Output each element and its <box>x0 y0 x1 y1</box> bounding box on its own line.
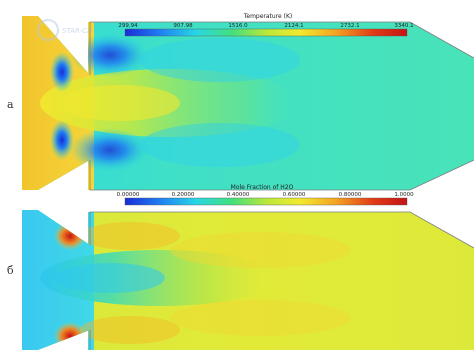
colorbar-gradient-h2o <box>124 197 408 206</box>
watermark-logo-icon <box>37 19 59 41</box>
tick-h-3: 0.60000 <box>283 192 306 198</box>
colorbar-gradient-temperature <box>124 28 408 37</box>
panel-temperature: а Temperature (K) 299.94 907.98 1516.0 <box>7 13 474 191</box>
domain-outline-temperature <box>89 21 474 191</box>
colorbar-temperature: Temperature (K) 299.94 907.98 1516.0 212… <box>118 13 414 37</box>
tick-t-2: 1516.0 <box>228 23 248 29</box>
tick-t-0: 299.94 <box>118 23 138 29</box>
watermark-text: STAR-CD <box>62 27 93 35</box>
tick-h-5: 1.0000 <box>394 192 414 198</box>
panel-label-a: а <box>7 98 14 111</box>
colorbar-title-temperature: Temperature (K) <box>243 13 293 20</box>
tick-h-2: 0.40000 <box>227 192 250 198</box>
tick-t-1: 907.98 <box>173 23 193 29</box>
colorbar-title-h2o: Mole Fraction of H2O <box>231 184 294 191</box>
domain-outline-h2o <box>89 211 474 350</box>
tick-t-5: 3340.1 <box>394 23 413 29</box>
tick-h-0: 0.00000 <box>117 192 140 198</box>
panel-h2o: б Mole Fraction of H2O 0.00000 0.20000 0… <box>7 184 474 350</box>
tick-h-1: 0.20000 <box>172 192 195 198</box>
watermark: STAR-CD <box>37 19 93 41</box>
panel-label-b: б <box>7 264 14 277</box>
tick-t-3: 2124.1 <box>284 23 303 29</box>
tick-h-4: 0.80000 <box>339 192 362 198</box>
colorbar-h2o: Mole Fraction of H2O 0.00000 0.20000 0.4… <box>117 184 414 206</box>
tick-t-4: 2732.1 <box>340 23 359 29</box>
